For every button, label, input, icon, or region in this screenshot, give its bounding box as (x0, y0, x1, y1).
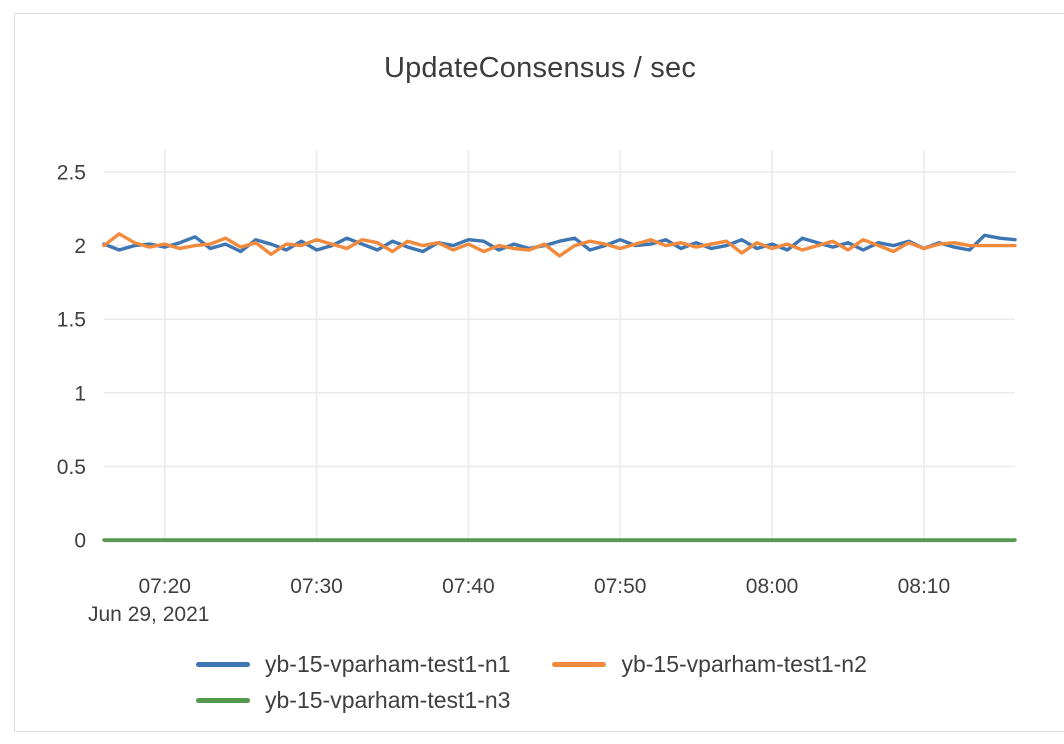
x-axis-date-label: Jun 29, 2021 (88, 603, 209, 626)
chart-title: UpdateConsensus / sec (383, 52, 697, 84)
chart-legend: yb-15-vparham-test1-n1 yb-15-vparham-tes… (196, 651, 954, 714)
y-tick-label-1: 1 (74, 382, 86, 405)
y-tick-label-2: 2 (74, 235, 86, 258)
series-line-yb-15-vparham-test1-n2[interactable] (102, 232, 1017, 258)
legend-label-series-1: yb-15-vparham-test1-n2 (621, 651, 867, 677)
x-tick-label-08:10: 08:10 (898, 575, 951, 598)
legend-label-series-0: yb-15-vparham-test1-n1 (265, 651, 511, 677)
y-tick-label-1.5: 1.5 (57, 309, 86, 332)
legend-swatch-series-0 (196, 662, 250, 667)
y-tick-label-0.5: 0.5 (57, 456, 86, 479)
legend-swatch-series-2 (196, 698, 250, 703)
legend-item-series-1[interactable]: yb-15-vparham-test1-n2 (552, 651, 867, 678)
x-tick-label-07:40: 07:40 (442, 575, 495, 598)
x-tick-label-07:50: 07:50 (594, 575, 647, 598)
x-tick-label-08:00: 08:00 (746, 575, 799, 598)
legend-label-series-2: yb-15-vparham-test1-n3 (265, 687, 511, 713)
legend-item-series-2[interactable]: yb-15-vparham-test1-n3 (196, 687, 510, 714)
x-tick-label-07:20: 07:20 (138, 575, 191, 598)
chart-card (14, 13, 1064, 732)
y-tick-label-0: 0 (74, 530, 86, 553)
legend-swatch-series-1 (552, 662, 607, 667)
series-line-yb-15-vparham-test1-n1[interactable] (102, 233, 1017, 254)
y-tick-label-2.5: 2.5 (57, 162, 86, 185)
x-tick-label-07:30: 07:30 (290, 575, 343, 598)
legend-item-series-0[interactable]: yb-15-vparham-test1-n1 (196, 651, 510, 678)
